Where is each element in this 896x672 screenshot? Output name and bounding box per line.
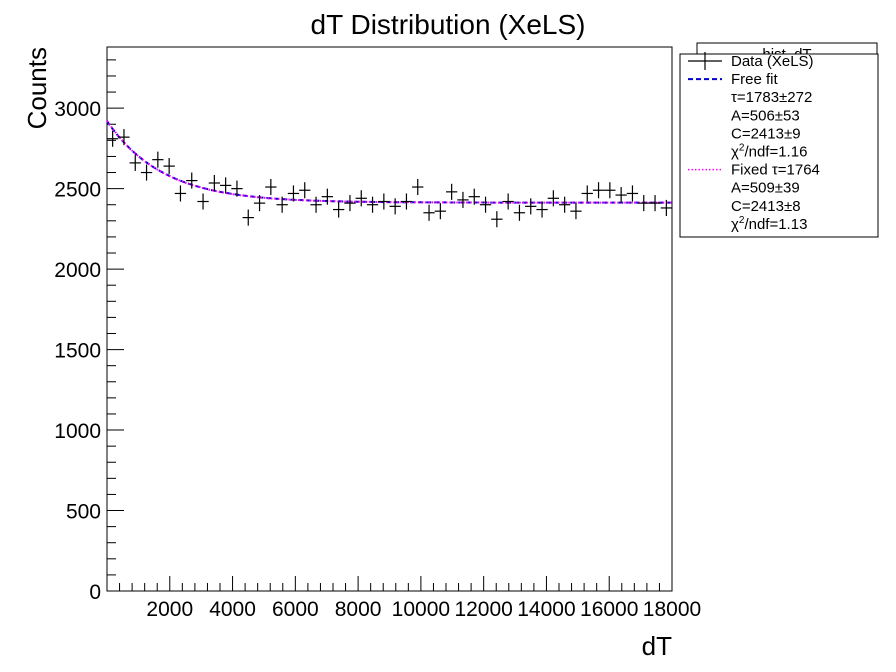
legend-label: χ2/ndf=1.16 bbox=[731, 143, 807, 161]
data-point bbox=[253, 195, 266, 212]
data-point bbox=[366, 196, 379, 213]
data-point bbox=[581, 185, 593, 202]
data-point bbox=[107, 130, 119, 147]
x-tick-label: 16000 bbox=[580, 598, 638, 621]
x-tick-label: 6000 bbox=[272, 598, 319, 621]
legend: Data (XeLS)Free fitτ=1783±272A=506±53C=2… bbox=[688, 52, 820, 233]
data-point bbox=[310, 196, 322, 213]
data-point bbox=[660, 199, 672, 216]
y-tick-label: 1000 bbox=[54, 420, 101, 443]
data-point bbox=[626, 185, 639, 202]
y-tick-label: 0 bbox=[89, 581, 101, 604]
x-tick-label: 10000 bbox=[392, 598, 450, 621]
data-point bbox=[220, 177, 232, 194]
data-point bbox=[231, 180, 243, 197]
x-tick-label: 14000 bbox=[517, 598, 575, 621]
x-tick-label: 18000 bbox=[643, 598, 701, 621]
x-tick-label: 12000 bbox=[454, 598, 512, 621]
data-point bbox=[344, 195, 356, 212]
x-tick-label: 4000 bbox=[209, 598, 256, 621]
legend-label: A=506±53 bbox=[731, 107, 800, 124]
data-point bbox=[186, 172, 198, 189]
data-point bbox=[570, 203, 582, 220]
data-point bbox=[479, 196, 492, 213]
y-tick-label: 500 bbox=[66, 501, 101, 524]
plot-frame bbox=[106, 46, 673, 592]
data-point bbox=[604, 182, 616, 199]
data-point bbox=[242, 209, 254, 226]
legend-item: Fixed τ=1764 bbox=[688, 162, 820, 179]
data-point bbox=[615, 187, 627, 204]
data-point bbox=[525, 198, 537, 215]
data-point bbox=[321, 188, 333, 205]
legend-label: Fixed τ=1764 bbox=[731, 162, 820, 179]
chart-title: dT Distribution (XeLS) bbox=[311, 9, 586, 40]
data-point bbox=[197, 193, 209, 210]
data-point bbox=[638, 195, 650, 212]
data-point bbox=[174, 185, 187, 202]
x-axis: 2000 4000 6000 8000 10000 12000 14000 16000 1800… bbox=[119, 576, 701, 621]
x-tick-label: 2000 bbox=[146, 598, 193, 621]
y-tick-label: 2000 bbox=[54, 259, 101, 282]
data-point bbox=[536, 201, 548, 218]
data-point bbox=[129, 154, 141, 171]
data-point bbox=[434, 203, 446, 220]
legend-item: A=509±39 bbox=[731, 180, 800, 197]
legend-label: χ2/ndf=1.13 bbox=[731, 215, 807, 233]
x-tick-label: 8000 bbox=[335, 598, 382, 621]
data-points bbox=[107, 129, 672, 228]
y-tick-label: 2500 bbox=[54, 179, 101, 202]
data-point bbox=[355, 190, 367, 207]
legend-label: C=2413±9 bbox=[731, 125, 801, 142]
data-point bbox=[457, 191, 469, 208]
data-point bbox=[446, 183, 458, 200]
legend-label: Free fit bbox=[731, 71, 779, 88]
legend-label: A=509±39 bbox=[731, 180, 800, 197]
data-point bbox=[389, 198, 401, 215]
data-point bbox=[140, 164, 153, 181]
x-axis-title: dT bbox=[642, 631, 672, 661]
y-axis-title: Counts bbox=[22, 47, 52, 129]
y-tick-label: 3000 bbox=[54, 98, 101, 121]
data-point bbox=[276, 196, 288, 213]
data-point bbox=[423, 204, 435, 221]
data-point bbox=[163, 158, 175, 175]
legend-item: Data (XeLS) bbox=[688, 52, 814, 70]
data-point bbox=[287, 185, 300, 202]
data-point bbox=[412, 178, 424, 196]
legend-label: C=2413±8 bbox=[731, 198, 801, 215]
legend-item: A=506±53 bbox=[731, 107, 800, 124]
data-point bbox=[502, 193, 514, 210]
data-point bbox=[513, 204, 526, 221]
data-point bbox=[152, 151, 164, 168]
data-point bbox=[468, 188, 480, 205]
legend-item: C=2413±8 bbox=[731, 198, 801, 215]
legend-label: Data (XeLS) bbox=[731, 53, 814, 70]
data-point bbox=[378, 193, 390, 210]
data-point bbox=[265, 178, 277, 196]
data-point bbox=[208, 174, 220, 192]
data-point bbox=[559, 196, 571, 213]
y-axis: 0 500 1000 1500 2000 2500 3000 bbox=[54, 59, 124, 604]
legend-item: Free fit bbox=[688, 71, 779, 88]
data-point bbox=[118, 129, 130, 146]
data-point bbox=[592, 182, 605, 199]
data-point bbox=[491, 211, 503, 228]
legend-box bbox=[679, 53, 879, 238]
data-point bbox=[649, 195, 661, 212]
legend-item: C=2413±9 bbox=[731, 125, 801, 142]
legend-item: χ2/ndf=1.16 bbox=[731, 143, 807, 161]
legend-item: τ=1783±272 bbox=[731, 89, 812, 106]
legend-label: τ=1783±272 bbox=[731, 89, 812, 106]
data-point bbox=[547, 190, 559, 207]
data-point bbox=[299, 182, 311, 199]
y-tick-label: 1500 bbox=[54, 340, 101, 363]
data-point bbox=[400, 193, 413, 210]
data-point bbox=[333, 201, 345, 218]
legend-item: χ2/ndf=1.13 bbox=[731, 215, 807, 233]
